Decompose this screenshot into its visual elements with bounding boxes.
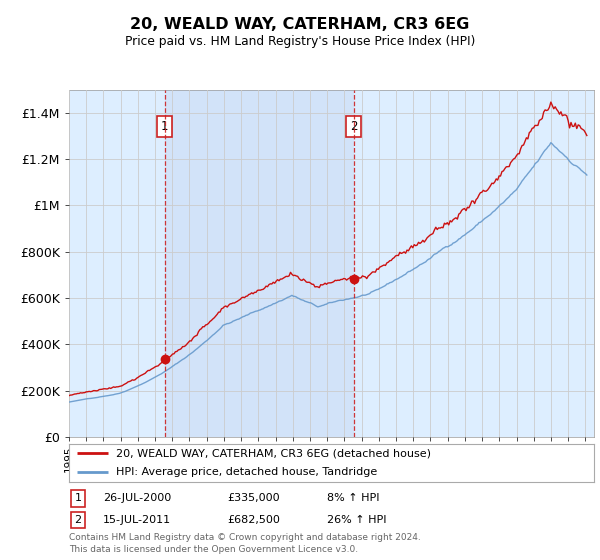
Text: 2: 2 [74, 515, 82, 525]
Text: 20, WEALD WAY, CATERHAM, CR3 6EG: 20, WEALD WAY, CATERHAM, CR3 6EG [130, 17, 470, 31]
Text: 1: 1 [74, 493, 82, 503]
Text: 15-JUL-2011: 15-JUL-2011 [103, 515, 172, 525]
Text: Price paid vs. HM Land Registry's House Price Index (HPI): Price paid vs. HM Land Registry's House … [125, 35, 475, 49]
Text: 20, WEALD WAY, CATERHAM, CR3 6EG (detached house): 20, WEALD WAY, CATERHAM, CR3 6EG (detach… [116, 449, 431, 459]
Text: 1: 1 [161, 120, 169, 133]
Text: 26% ↑ HPI: 26% ↑ HPI [327, 515, 386, 525]
Text: £682,500: £682,500 [227, 515, 280, 525]
Text: £335,000: £335,000 [227, 493, 280, 503]
Text: 2: 2 [350, 120, 358, 133]
Text: HPI: Average price, detached house, Tandridge: HPI: Average price, detached house, Tand… [116, 468, 377, 478]
Text: 26-JUL-2000: 26-JUL-2000 [103, 493, 172, 503]
Bar [165, 90, 354, 437]
Text: 8% ↑ HPI: 8% ↑ HPI [327, 493, 380, 503]
Text: Contains HM Land Registry data © Crown copyright and database right 2024.
This d: Contains HM Land Registry data © Crown c… [69, 533, 421, 554]
